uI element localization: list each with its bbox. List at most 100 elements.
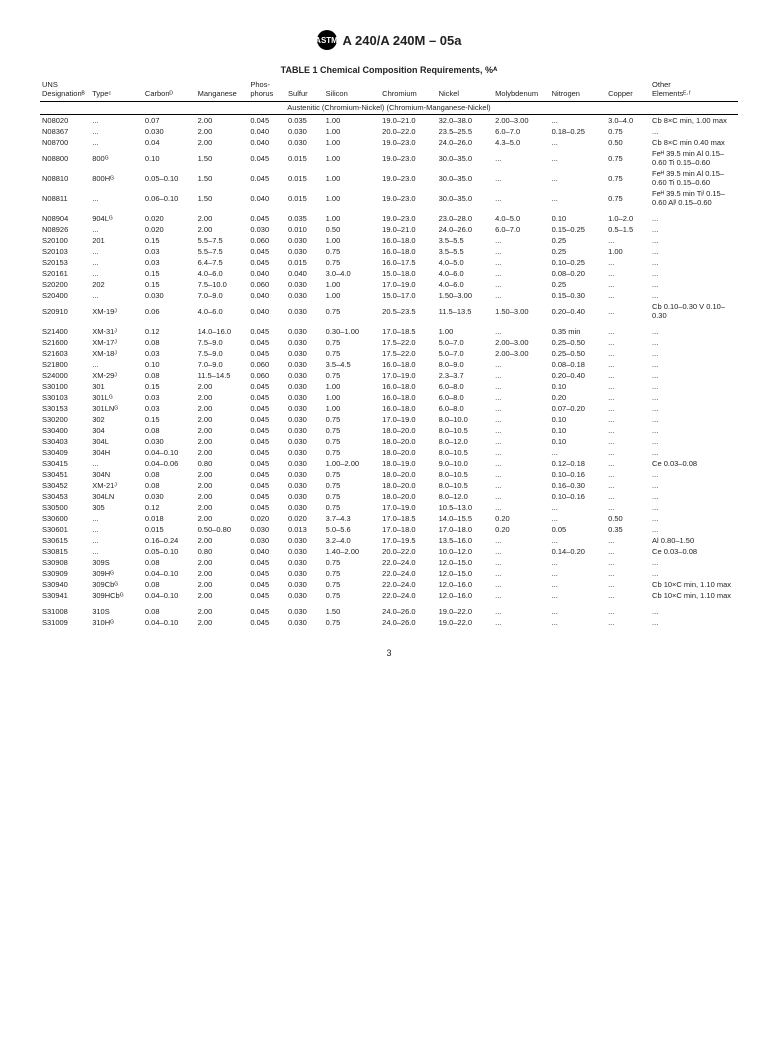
cell-type: ...	[90, 137, 143, 148]
cell-mo: 4.3–5.0	[493, 137, 549, 148]
cell-mn: 5.5–7.5	[196, 246, 249, 257]
cell-uns: S30601	[40, 524, 90, 535]
cell-ni: 19.0–22.0	[437, 601, 493, 617]
cell-cr: 18.0–20.0	[380, 491, 436, 502]
cell-s: 0.030	[286, 235, 324, 246]
cell-uns: S20400	[40, 290, 90, 301]
cell-s: 0.030	[286, 546, 324, 557]
cell-uns: S30409	[40, 447, 90, 458]
cell-c: 0.05–0.10	[143, 168, 196, 188]
cell-other: Cb 0.10–0.30 V 0.10–0.30	[650, 301, 738, 321]
cell-other: ...	[650, 348, 738, 359]
cell-other: Al 0.80–1.50	[650, 535, 738, 546]
cell-cr: 22.0–24.0	[380, 557, 436, 568]
cell-cr: 19.0–21.0	[380, 115, 436, 127]
cell-p: 0.030	[248, 224, 286, 235]
cell-mo: ...	[493, 579, 549, 590]
cell-uns: N08367	[40, 126, 90, 137]
cell-p: 0.045	[248, 568, 286, 579]
cell-c: 0.15	[143, 235, 196, 246]
cell-cr: 17.0–18.0	[380, 524, 436, 535]
cell-c: 0.03	[143, 392, 196, 403]
cell-mo: ...	[493, 535, 549, 546]
cell-type: 302	[90, 414, 143, 425]
cell-cr: 16.0–18.0	[380, 403, 436, 414]
cell-c: 0.018	[143, 513, 196, 524]
cell-p: 0.045	[248, 425, 286, 436]
cell-cr: 19.0–21.0	[380, 224, 436, 235]
cell-mn: 6.4–7.5	[196, 257, 249, 268]
cell-p: 0.030	[248, 524, 286, 535]
cell-c: 0.04	[143, 137, 196, 148]
cell-s: 0.030	[286, 301, 324, 321]
cell-other: ...	[650, 568, 738, 579]
cell-cu: ...	[606, 337, 650, 348]
cell-type: 304	[90, 425, 143, 436]
cell-cr: 17.0–19.5	[380, 535, 436, 546]
cell-p: 0.045	[248, 381, 286, 392]
cell-ni: 14.0–15.5	[437, 513, 493, 524]
cell-c: 0.08	[143, 480, 196, 491]
cell-cu: 3.0–4.0	[606, 115, 650, 127]
table-row: S302003020.152.000.0450.0300.7517.0–19.0…	[40, 414, 738, 425]
cell-type: ...	[90, 290, 143, 301]
cell-n: ...	[550, 557, 606, 568]
cell-n: ...	[550, 168, 606, 188]
cell-n: 0.10	[550, 414, 606, 425]
cell-cu: ...	[606, 403, 650, 414]
cell-cu: ...	[606, 617, 650, 628]
cell-s: 0.030	[286, 535, 324, 546]
cell-si: 1.00	[324, 290, 380, 301]
cell-p: 0.030	[248, 535, 286, 546]
cell-other: ...	[650, 425, 738, 436]
cell-si: 3.0–4.0	[324, 268, 380, 279]
cell-cr: 20.5–23.5	[380, 301, 436, 321]
cell-cr: 17.0–19.0	[380, 414, 436, 425]
cell-cr: 20.0–22.0	[380, 126, 436, 137]
cell-cu: ...	[606, 301, 650, 321]
table-title: TABLE 1 Chemical Composition Requirement…	[40, 65, 738, 75]
cell-cu: ...	[606, 348, 650, 359]
cell-cu: ...	[606, 469, 650, 480]
cell-other: ...	[650, 403, 738, 414]
cell-s: 0.015	[286, 168, 324, 188]
cell-type: 304L	[90, 436, 143, 447]
cell-mo: ...	[493, 447, 549, 458]
cell-n: 0.10	[550, 381, 606, 392]
cell-uns: S21400	[40, 321, 90, 337]
cell-c: 0.12	[143, 321, 196, 337]
cell-si: 1.00–2.00	[324, 458, 380, 469]
cell-uns: S31008	[40, 601, 90, 617]
cell-c: 0.10	[143, 148, 196, 168]
cell-ni: 8.0–9.0	[437, 359, 493, 370]
col-ni: Nickel	[437, 79, 493, 102]
cell-mn: 1.50	[196, 168, 249, 188]
cell-mn: 2.00	[196, 403, 249, 414]
cell-s: 0.030	[286, 436, 324, 447]
cell-p: 0.060	[248, 359, 286, 370]
table-row: N08810800Hᴳ0.05–0.101.500.0450.0151.0019…	[40, 168, 738, 188]
cell-ni: 10.0–12.0	[437, 546, 493, 557]
cell-mn: 7.5–9.0	[196, 348, 249, 359]
table-row: S201002010.155.5–7.50.0600.0301.0016.0–1…	[40, 235, 738, 246]
cell-c: 0.015	[143, 524, 196, 535]
cell-cr: 16.0–18.0	[380, 246, 436, 257]
col-other: OtherElementsᴱ·ᶠ	[650, 79, 738, 102]
cell-s: 0.020	[286, 513, 324, 524]
cell-other: ...	[650, 513, 738, 524]
table-row: S24000XM-29ᴶ0.0811.5–14.50.0600.0300.751…	[40, 370, 738, 381]
cell-cr: 17.5–22.0	[380, 348, 436, 359]
cell-p: 0.045	[248, 590, 286, 601]
cell-other: ...	[650, 617, 738, 628]
cell-si: 0.75	[324, 436, 380, 447]
cell-p: 0.040	[248, 301, 286, 321]
cell-n: 0.20–0.40	[550, 301, 606, 321]
cell-p: 0.045	[248, 257, 286, 268]
cell-n: 0.10	[550, 436, 606, 447]
cell-mn: 2.00	[196, 502, 249, 513]
cell-si: 1.00	[324, 208, 380, 224]
cell-n: 0.08–0.20	[550, 268, 606, 279]
cell-p: 0.045	[248, 348, 286, 359]
cell-si: 3.7–4.3	[324, 513, 380, 524]
cell-mn: 2.00	[196, 137, 249, 148]
